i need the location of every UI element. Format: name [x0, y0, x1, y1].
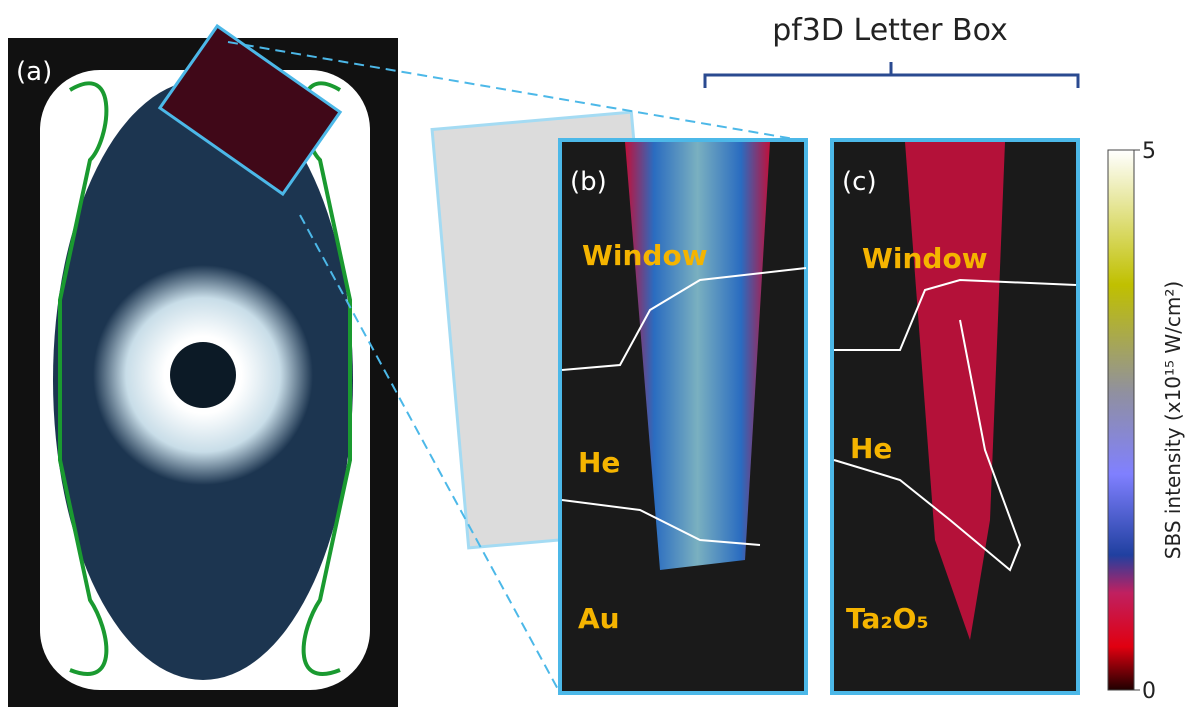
region-label: He — [850, 432, 892, 465]
region-label: Window — [582, 239, 708, 272]
colorbar-scale — [1108, 150, 1134, 690]
region-label: Window — [862, 242, 988, 275]
panel-c: (c) Window He Ta₂O₅ — [832, 140, 1078, 693]
region-label: Ta₂O₅ — [846, 602, 929, 635]
figure: (a) pf3D Letter Box (b) Window He Au (c)… — [0, 0, 1198, 707]
region-label: Au — [578, 602, 620, 635]
colorbar-label: SBS intensity (x10¹⁵ W/cm²) — [1161, 281, 1185, 559]
title: pf3D Letter Box — [772, 13, 1008, 48]
panel-label: (c) — [842, 167, 877, 197]
panel-label: (a) — [16, 57, 52, 87]
panel-a: (a) — [8, 26, 398, 707]
bracket — [705, 62, 1078, 88]
panel-label: (b) — [570, 167, 607, 197]
panel-b: (b) Window He Au — [560, 140, 806, 693]
tick-label: 5 — [1142, 139, 1156, 164]
capsule — [170, 342, 236, 408]
tick-label: 0 — [1142, 679, 1156, 704]
colorbar: SBS intensity (x10¹⁵ W/cm²) 0 5 — [1108, 139, 1185, 704]
region-label: He — [578, 446, 620, 479]
